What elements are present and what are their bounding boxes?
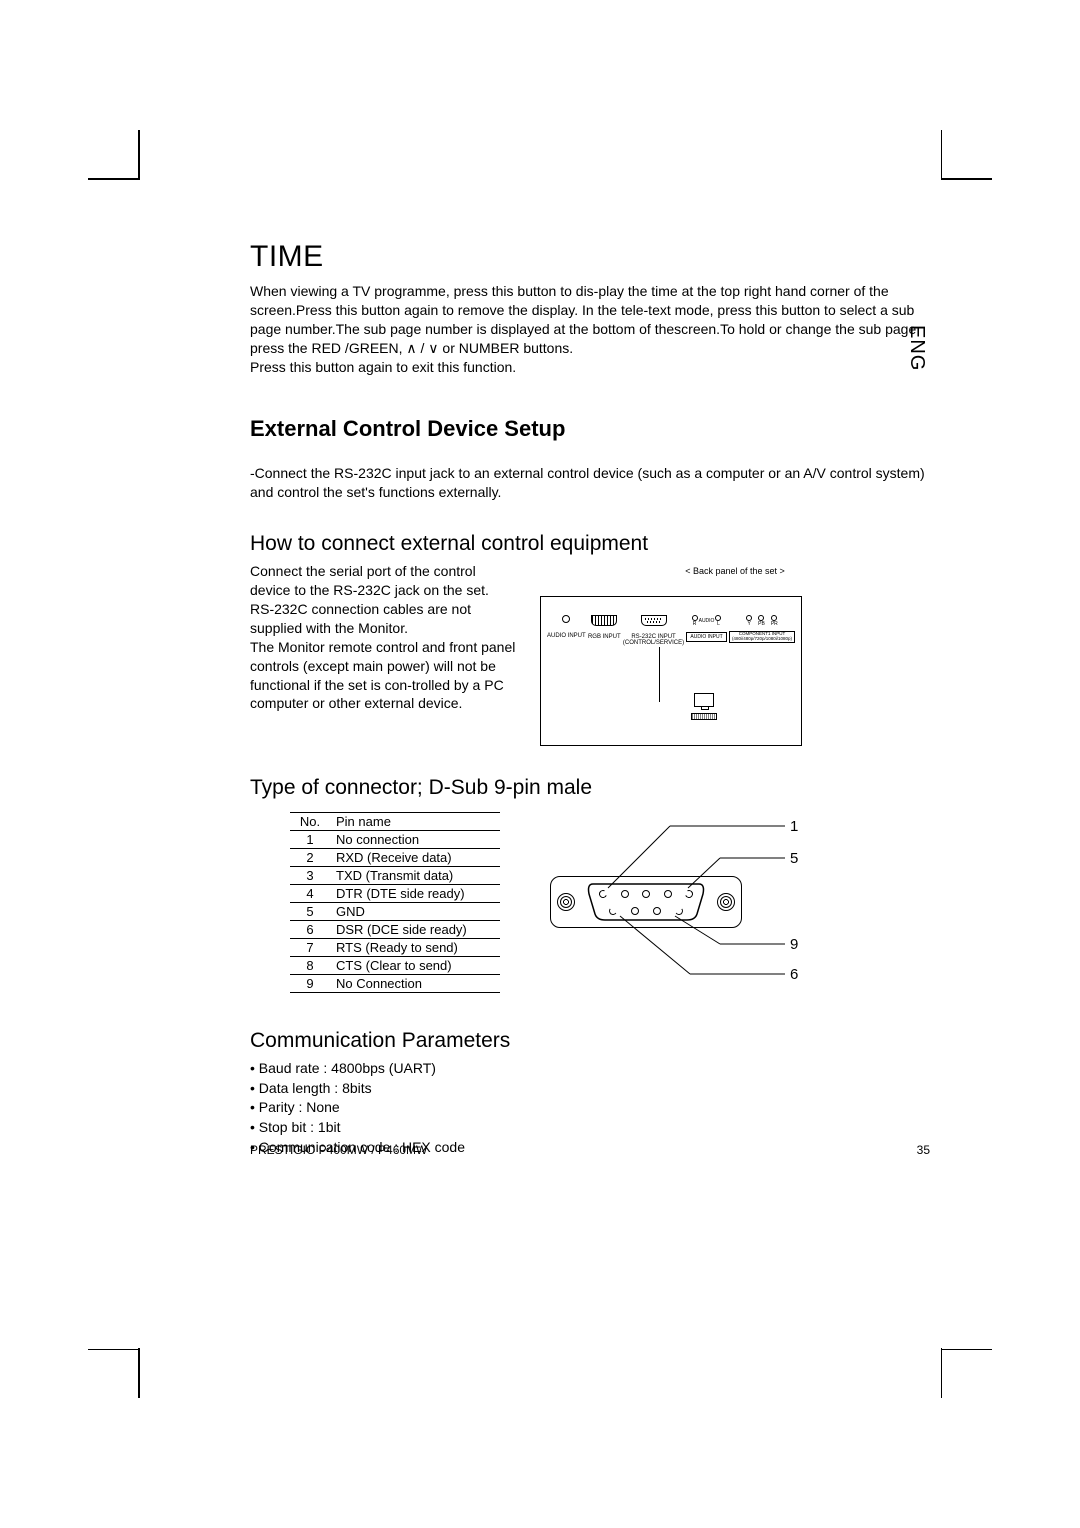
audio-l-label: L xyxy=(717,621,720,627)
time-paragraph-2: Press this button again to exit this fun… xyxy=(250,358,930,377)
pin-no: 7 xyxy=(290,939,330,957)
crop-mark xyxy=(942,1349,992,1351)
pin-table: No. Pin name 1No connection2RXD (Receive… xyxy=(290,812,500,993)
pin-table-head-no: No. xyxy=(290,813,330,831)
comp-pr-label: PR xyxy=(771,621,778,627)
crop-mark xyxy=(138,130,140,180)
db9-pin-shell xyxy=(585,882,707,922)
list-item: • Baud rate : 4800bps (UART) xyxy=(250,1059,930,1079)
table-row: 3TXD (Transmit data) xyxy=(290,867,500,885)
crop-mark xyxy=(941,1348,943,1398)
db9-screw-right xyxy=(717,893,735,911)
db9-pin xyxy=(684,889,694,899)
heading-howto: How to connect external control equipmen… xyxy=(250,532,930,556)
audio-input-label: AUDIO INPUT xyxy=(547,633,586,639)
db9-pin xyxy=(598,889,608,899)
howto-paragraph-2: RS-232C connection cables are not suppli… xyxy=(250,600,520,638)
table-row: 2RXD (Receive data) xyxy=(290,849,500,867)
pin-no: 4 xyxy=(290,885,330,903)
back-panel-diagram: AUDIO INPUT RGB INPUT RS-232C INPUT (CON… xyxy=(540,596,802,746)
callout-pin-9: 9 xyxy=(790,936,798,953)
crop-mark xyxy=(941,130,943,180)
db9-pin xyxy=(674,907,683,916)
external-paragraph: -Connect the RS-232C input jack to an ex… xyxy=(250,464,930,502)
callout-pin-1: 1 xyxy=(790,818,798,835)
audio-rl-jack: R AUDIO L AUDIO INPUT xyxy=(686,615,726,642)
db9-pin xyxy=(608,907,617,916)
db9-trapezoid xyxy=(585,882,707,922)
pin-no: 8 xyxy=(290,957,330,975)
rs232-label: RS-232C INPUT (CONTROL/SERVICE) xyxy=(623,634,684,646)
comp-pb-label: PB xyxy=(758,621,765,627)
db9-screw-left xyxy=(557,893,575,911)
heading-connector-type: Type of connector; D-Sub 9-pin male xyxy=(250,776,930,800)
pin-name: DTR (DTE side ready) xyxy=(330,885,500,903)
list-item: • Data length : 8bits xyxy=(250,1079,930,1099)
table-row: 9No Connection xyxy=(290,975,500,993)
footer-page-number: 35 xyxy=(917,1143,930,1157)
pin-name: No Connection xyxy=(330,975,500,993)
pin-no: 9 xyxy=(290,975,330,993)
computer-icon xyxy=(689,693,719,720)
pin-table-head-name: Pin name xyxy=(330,813,500,831)
pin-name: TXD (Transmit data) xyxy=(330,867,500,885)
table-row: 5GND xyxy=(290,903,500,921)
time-paragraph-1: When viewing a TV programme, press this … xyxy=(250,282,930,358)
crop-mark xyxy=(138,1348,140,1398)
heading-time: TIME xyxy=(250,240,930,274)
comp-y-label: Y xyxy=(747,621,750,627)
page-content: TIME When viewing a TV programme, press … xyxy=(250,240,930,1157)
crop-mark xyxy=(942,178,992,180)
list-item: • Stop bit : 1bit xyxy=(250,1118,930,1138)
pin-no: 6 xyxy=(290,921,330,939)
table-row: 6DSR (DCE side ready) xyxy=(290,921,500,939)
crop-mark xyxy=(88,1349,138,1351)
pin-name: CTS (Clear to send) xyxy=(330,957,500,975)
pin-name: RXD (Receive data) xyxy=(330,849,500,867)
pin-no: 5 xyxy=(290,903,330,921)
heading-comm-params: Communication Parameters xyxy=(250,1029,930,1053)
component-jack: Y PB PR COMPONENT1 INPUT (480i/480p/720p… xyxy=(729,615,795,643)
crop-mark xyxy=(88,178,138,180)
cable-line xyxy=(659,647,660,702)
rgb-input-label: RGB INPUT xyxy=(588,634,621,640)
howto-paragraph-3: The Monitor remote control and front pan… xyxy=(250,638,520,714)
pin-name: GND xyxy=(330,903,500,921)
audio-r-label: R xyxy=(693,621,697,627)
back-panel-caption: < Back panel of the set > xyxy=(540,566,930,576)
callout-pin-6: 6 xyxy=(790,966,798,983)
rs232-jack: RS-232C INPUT (CONTROL/SERVICE) xyxy=(623,615,684,646)
db9-pin xyxy=(642,890,650,898)
db9-outer-shell xyxy=(550,876,742,928)
pin-name: No connection xyxy=(330,831,500,849)
howto-paragraph-1: Connect the serial port of the control d… xyxy=(250,562,520,600)
rgb-input-jack: RGB INPUT xyxy=(588,615,621,640)
table-row: 4DTR (DTE side ready) xyxy=(290,885,500,903)
table-row: 1No connection xyxy=(290,831,500,849)
audio-input-jack: AUDIO INPUT xyxy=(547,615,586,639)
component-label: COMPONENT1 INPUT (480i/480p/720p/1080i/1… xyxy=(729,631,795,643)
db9-connector-diagram: 1 5 9 6 xyxy=(540,816,820,986)
footer-model: PRESTIGIO P400MW / P460MW xyxy=(250,1143,427,1157)
pin-no: 3 xyxy=(290,867,330,885)
db9-pin xyxy=(621,890,629,898)
heading-external-setup: External Control Device Setup xyxy=(250,416,930,442)
audio-input2-label: AUDIO INPUT xyxy=(686,632,726,642)
pin-no: 1 xyxy=(290,831,330,849)
pin-name: DSR (DCE side ready) xyxy=(330,921,500,939)
callout-pin-5: 5 xyxy=(790,850,798,867)
db9-pin xyxy=(653,907,661,915)
db9-pin xyxy=(631,907,639,915)
list-item: • Parity : None xyxy=(250,1098,930,1118)
pin-no: 2 xyxy=(290,849,330,867)
pin-name: RTS (Ready to send) xyxy=(330,939,500,957)
table-row: 7RTS (Ready to send) xyxy=(290,939,500,957)
table-row: 8CTS (Clear to send) xyxy=(290,957,500,975)
db9-pin xyxy=(664,890,672,898)
audio-label: AUDIO xyxy=(699,618,715,624)
